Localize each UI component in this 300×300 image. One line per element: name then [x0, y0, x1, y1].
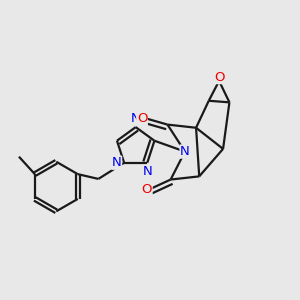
Text: N: N: [131, 112, 141, 124]
Text: N: N: [142, 165, 152, 178]
Text: O: O: [214, 70, 224, 84]
Text: N: N: [180, 145, 190, 158]
Text: O: O: [137, 112, 147, 125]
Text: N: N: [112, 156, 122, 169]
Text: O: O: [142, 183, 152, 196]
